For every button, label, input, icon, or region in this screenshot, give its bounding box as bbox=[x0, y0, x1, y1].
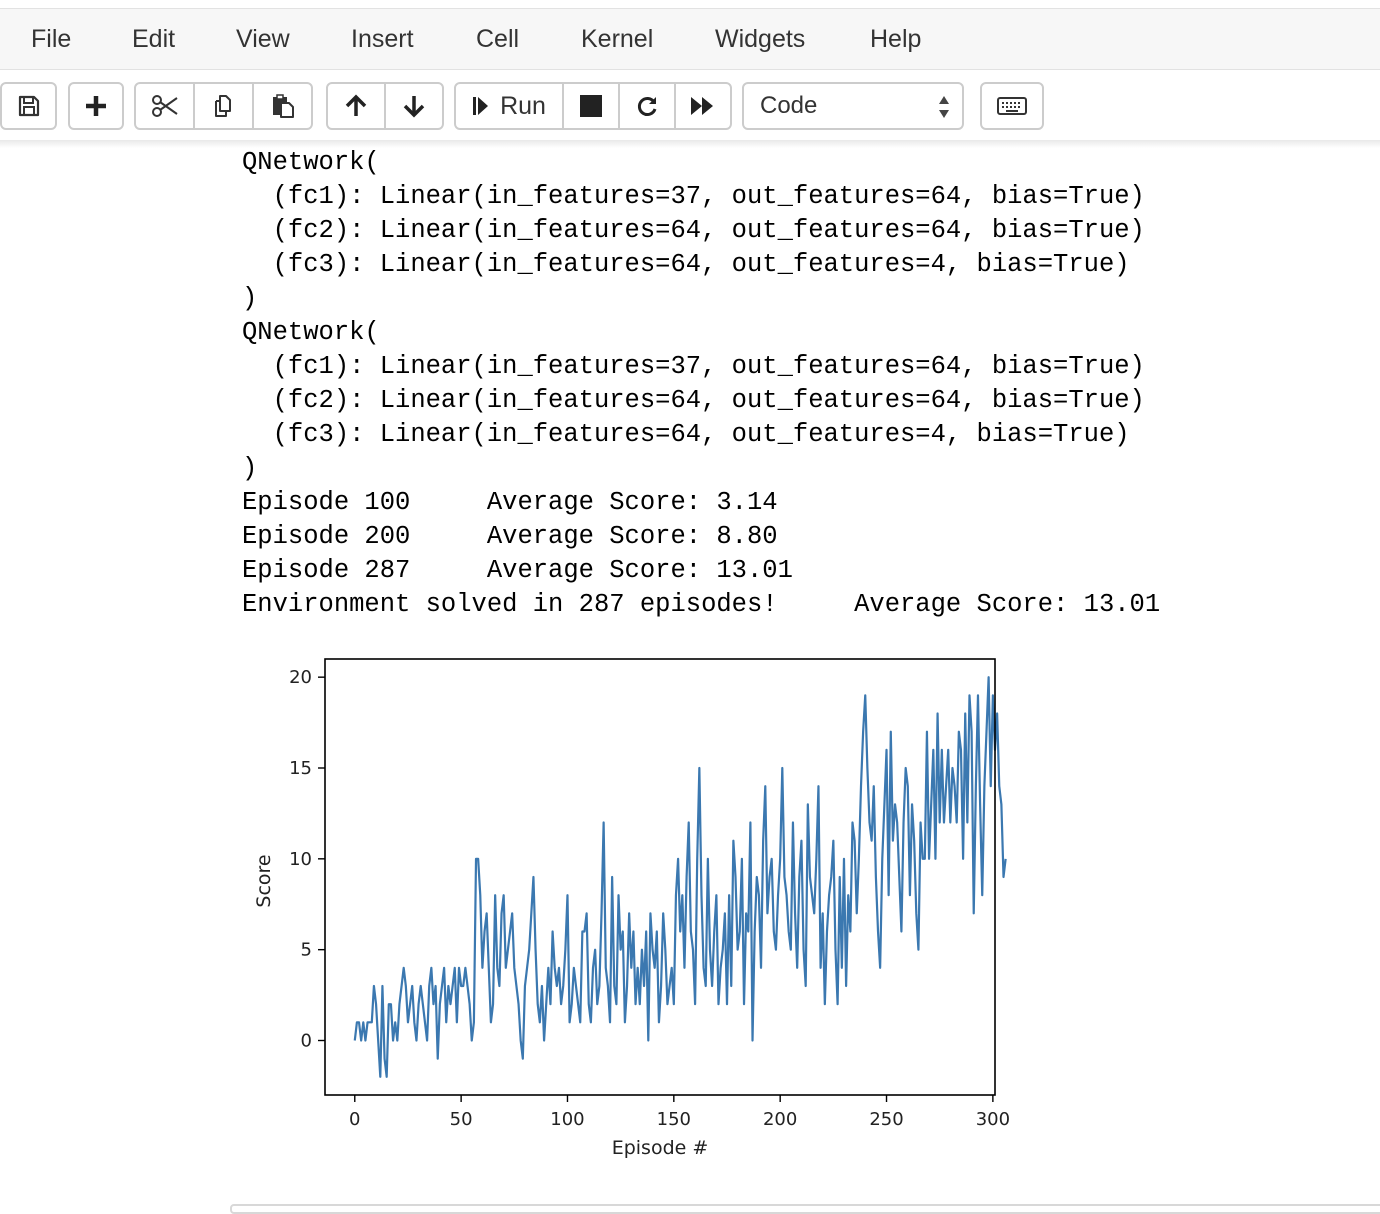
fast-forward-icon bbox=[691, 97, 713, 115]
copy-icon bbox=[214, 95, 231, 117]
move-group bbox=[326, 82, 444, 130]
run-group: Run bbox=[454, 82, 732, 130]
cut-button[interactable] bbox=[134, 82, 195, 130]
copy-button[interactable] bbox=[193, 82, 254, 130]
output-line: ) bbox=[242, 454, 258, 483]
menu-view[interactable]: View bbox=[236, 25, 290, 53]
run-all-button[interactable] bbox=[674, 82, 732, 130]
arrow-down-icon bbox=[403, 96, 425, 118]
plus-icon bbox=[86, 96, 106, 116]
x-tick-label: 100 bbox=[550, 1109, 584, 1130]
menu-bar: File Edit View Insert Cell Kernel Widget… bbox=[0, 8, 1380, 70]
step-forward-icon bbox=[473, 97, 489, 115]
plot-frame bbox=[324, 658, 996, 1096]
cell-output-text: QNetwork( (fc1): Linear(in_features=37, … bbox=[242, 146, 1160, 622]
output-line: (fc3): Linear(in_features=64, out_featur… bbox=[272, 420, 1130, 449]
save-icon bbox=[18, 95, 39, 117]
output-line: Environment solved in 287 episodes! Aver… bbox=[242, 590, 1161, 619]
y-tick-label: 15 bbox=[289, 758, 312, 779]
keyboard-icon bbox=[997, 97, 1027, 115]
output-line: (fc2): Linear(in_features=64, out_featur… bbox=[272, 216, 1145, 245]
move-down-button[interactable] bbox=[384, 82, 444, 130]
menu-kernel[interactable]: Kernel bbox=[581, 25, 654, 53]
cell-type-select[interactable]: Code bbox=[742, 82, 964, 130]
menu-file[interactable]: File bbox=[31, 25, 72, 53]
insert-cell-button[interactable] bbox=[68, 82, 124, 130]
output-line: (fc1): Linear(in_features=37, out_featur… bbox=[272, 182, 1145, 211]
keyboard-group bbox=[980, 82, 1044, 130]
restart-icon bbox=[637, 97, 657, 116]
x-tick-label: 150 bbox=[657, 1109, 691, 1130]
next-cell[interactable] bbox=[230, 1204, 1380, 1214]
menu-insert[interactable]: Insert bbox=[351, 25, 414, 53]
insert-group bbox=[68, 82, 124, 130]
command-palette-button[interactable] bbox=[980, 82, 1044, 130]
stop-icon bbox=[580, 95, 602, 117]
paste-icon bbox=[272, 94, 294, 118]
menu-cell[interactable]: Cell bbox=[476, 25, 520, 53]
x-tick-label: 200 bbox=[763, 1109, 797, 1130]
cell-type-value: Code bbox=[760, 92, 818, 119]
output-line: (fc1): Linear(in_features=37, out_featur… bbox=[272, 352, 1145, 381]
output-line: QNetwork( bbox=[242, 318, 380, 347]
score-chart: 0 50 100 150 200 250 300 0 5 10 15 20 Episode # Sco… bbox=[253, 658, 1010, 1159]
x-tick-label: 0 bbox=[349, 1109, 360, 1130]
move-up-button[interactable] bbox=[326, 82, 386, 130]
run-button[interactable]: Run bbox=[454, 82, 564, 130]
save-group bbox=[0, 82, 57, 130]
x-axis-label: Episode # bbox=[612, 1137, 709, 1159]
output-line: QNetwork( bbox=[242, 148, 380, 177]
chart-ticks: 0 50 100 150 200 250 300 0 5 10 15 20 bbox=[289, 667, 1010, 1130]
y-tick-label: 10 bbox=[289, 849, 312, 870]
interrupt-button[interactable] bbox=[562, 82, 620, 130]
toolbar: Run Code bbox=[0, 72, 1380, 140]
output-line: ) bbox=[242, 284, 258, 313]
x-tick-label: 50 bbox=[450, 1109, 473, 1130]
run-label: Run bbox=[500, 91, 546, 120]
save-button[interactable] bbox=[0, 82, 57, 130]
output-line: (fc2): Linear(in_features=64, out_featur… bbox=[272, 386, 1145, 415]
score-series-line bbox=[353, 676, 1007, 1078]
y-tick-label: 0 bbox=[301, 1031, 312, 1052]
y-tick-label: 5 bbox=[301, 940, 312, 961]
y-axis-label: Score bbox=[253, 854, 275, 907]
x-tick-label: 250 bbox=[869, 1109, 903, 1130]
edit-group bbox=[134, 82, 313, 130]
menu-edit[interactable]: Edit bbox=[132, 25, 176, 53]
paste-button[interactable] bbox=[252, 82, 313, 130]
restart-button[interactable] bbox=[618, 82, 676, 130]
output-line: Episode 287 Average Score: 13.01 bbox=[242, 556, 793, 585]
output-line: Episode 200 Average Score: 8.80 bbox=[242, 522, 778, 551]
menu-widgets[interactable]: Widgets bbox=[715, 25, 806, 53]
y-tick-label: 20 bbox=[289, 667, 312, 688]
menu-help[interactable]: Help bbox=[870, 25, 922, 53]
cut-icon bbox=[151, 95, 178, 117]
output-line: Episode 100 Average Score: 3.14 bbox=[242, 488, 778, 517]
output-line: (fc3): Linear(in_features=64, out_featur… bbox=[272, 250, 1130, 279]
toolbar-shadow bbox=[0, 140, 1380, 148]
x-tick-label: 300 bbox=[976, 1109, 1010, 1130]
arrow-up-icon bbox=[345, 94, 367, 116]
select-arrows-icon bbox=[939, 96, 949, 118]
